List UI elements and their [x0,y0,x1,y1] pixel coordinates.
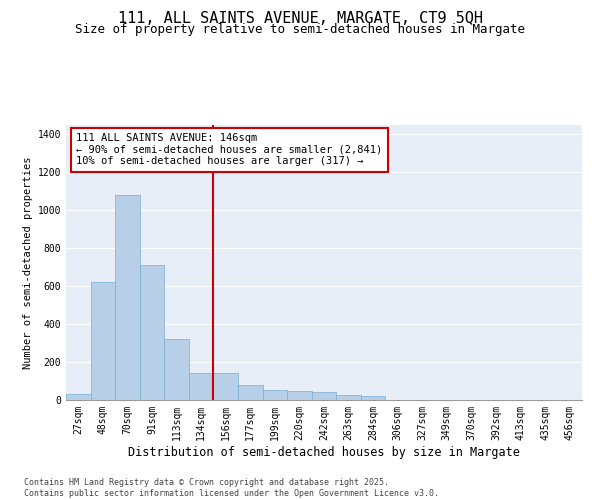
Text: 111, ALL SAINTS AVENUE, MARGATE, CT9 5QH: 111, ALL SAINTS AVENUE, MARGATE, CT9 5QH [118,11,482,26]
Bar [238,385,263,400]
Bar [140,266,164,400]
Bar [312,392,336,400]
Bar [164,340,189,400]
Text: Size of property relative to semi-detached houses in Margate: Size of property relative to semi-detach… [75,22,525,36]
Bar [336,396,361,400]
Bar [263,390,287,400]
Bar [91,282,115,400]
X-axis label: Distribution of semi-detached houses by size in Margate: Distribution of semi-detached houses by … [128,446,520,458]
Bar [115,195,140,400]
Bar [287,390,312,400]
Text: Contains HM Land Registry data © Crown copyright and database right 2025.
Contai: Contains HM Land Registry data © Crown c… [24,478,439,498]
Y-axis label: Number of semi-detached properties: Number of semi-detached properties [23,156,34,369]
Bar [189,374,214,400]
Bar [361,396,385,400]
Text: 111 ALL SAINTS AVENUE: 146sqm
← 90% of semi-detached houses are smaller (2,841)
: 111 ALL SAINTS AVENUE: 146sqm ← 90% of s… [76,133,383,166]
Bar [66,394,91,400]
Bar [214,374,238,400]
